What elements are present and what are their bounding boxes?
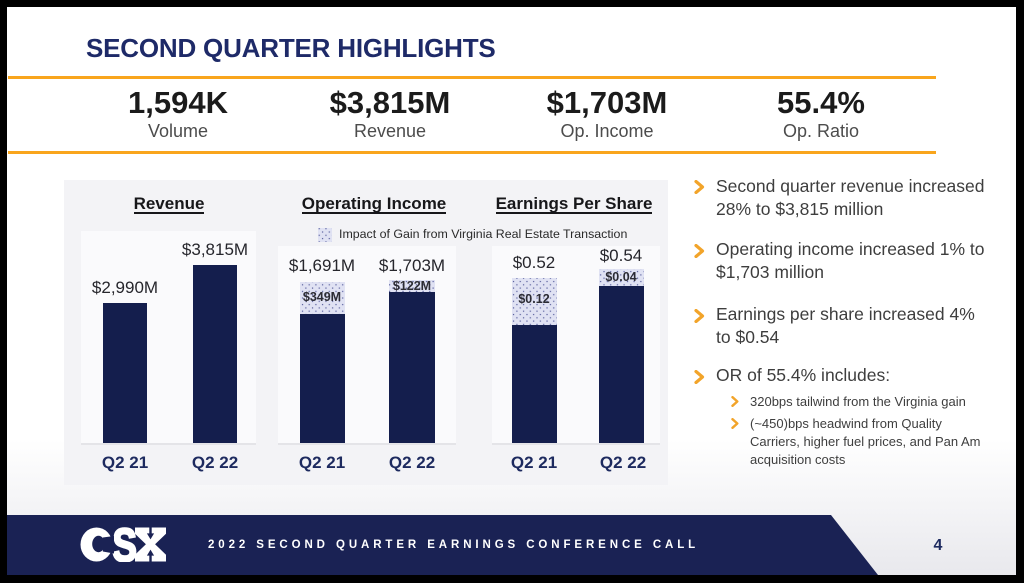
svg-text:S: S (112, 527, 137, 562)
